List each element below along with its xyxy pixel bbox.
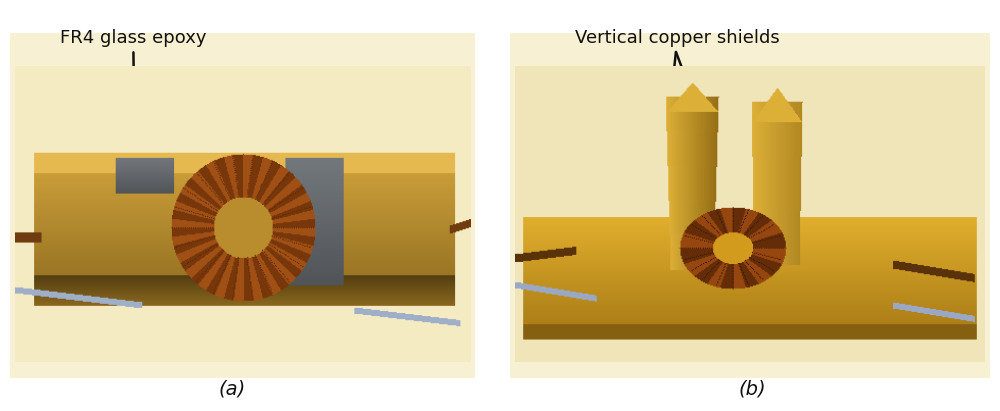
Bar [510,33,990,378]
Text: Upper copper layer: Upper copper layer [575,227,749,314]
Text: Vertical copper shields: Vertical copper shields [575,29,780,151]
Text: (b): (b) [738,380,766,399]
Text: FR4 glass epoxy: FR4 glass epoxy [60,29,207,175]
Text: (a): (a) [218,380,246,399]
Bar [10,33,475,378]
